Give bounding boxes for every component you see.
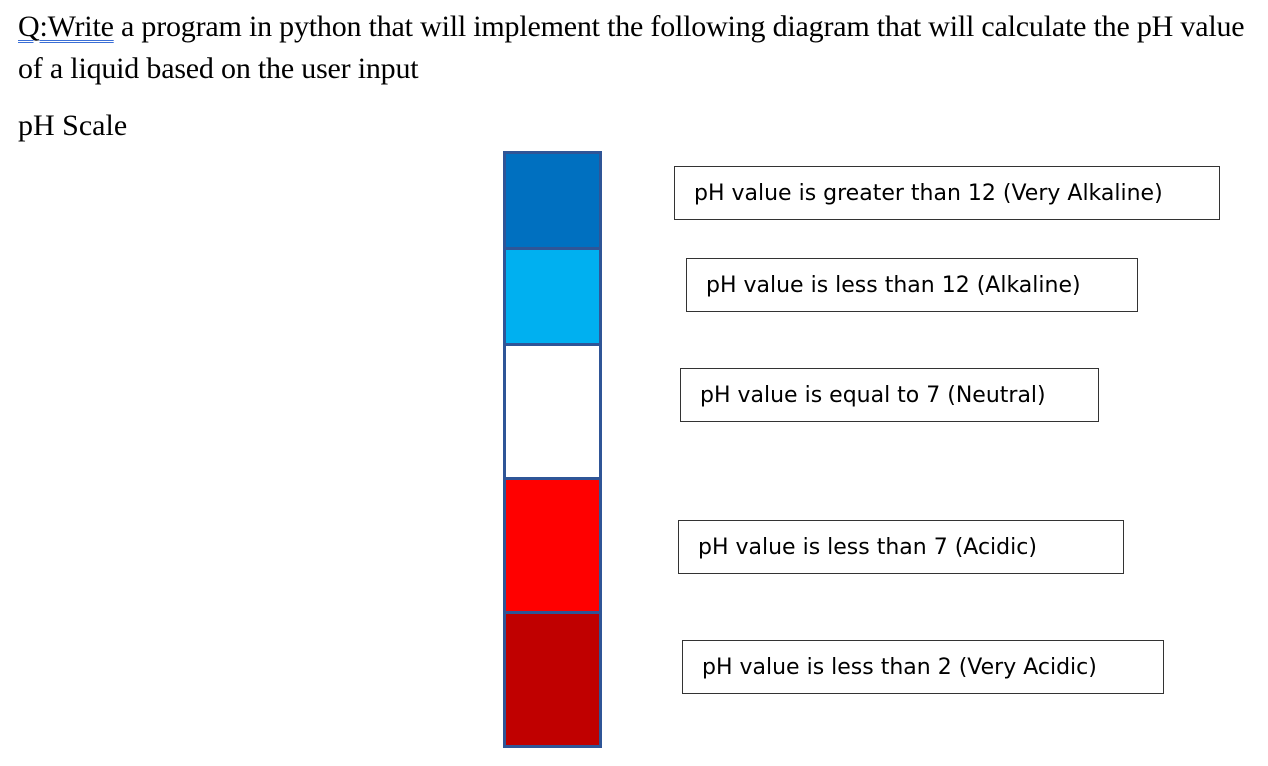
label-very-acidic: pH value is less than 2 (Very Acidic)	[682, 640, 1164, 694]
label-neutral: pH value is equal to 7 (Neutral)	[680, 368, 1099, 422]
label-acidic: pH value is less than 7 (Acidic)	[678, 520, 1124, 574]
question-prefix: Q:Write	[18, 10, 114, 43]
segment-acidic	[503, 477, 602, 614]
scale-heading: pH Scale	[18, 109, 128, 142]
question-body: a program in python that will implement …	[18, 10, 1245, 85]
segment-alkaline	[503, 247, 602, 346]
segment-very-acidic	[503, 611, 602, 748]
ph-scale-bar	[503, 151, 602, 748]
label-alkaline: pH value is less than 12 (Alkaline)	[686, 258, 1138, 312]
label-very-alkaline: pH value is greater than 12 (Very Alkali…	[674, 166, 1220, 220]
segment-very-alkaline	[503, 151, 602, 250]
question-text: Q:Write a program in python that will im…	[18, 6, 1258, 90]
segment-neutral	[503, 343, 602, 480]
